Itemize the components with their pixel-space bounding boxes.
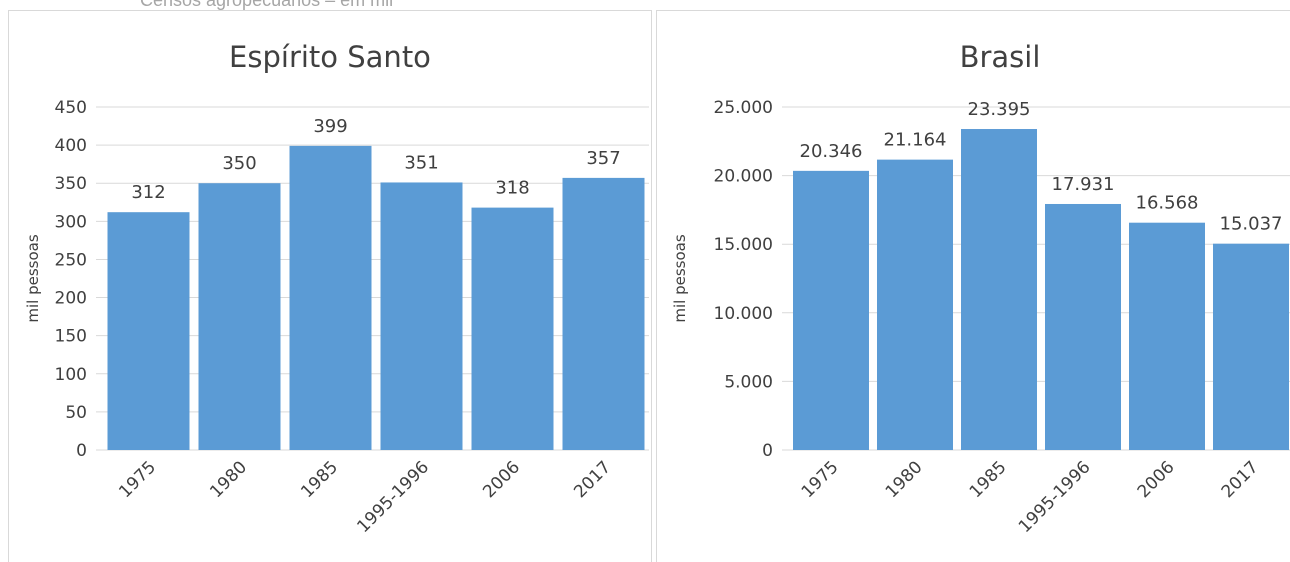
bar bbox=[107, 212, 190, 450]
bar bbox=[380, 182, 463, 450]
y-tick-label: 50 bbox=[65, 403, 87, 423]
bar bbox=[961, 129, 1037, 450]
bar bbox=[1213, 243, 1289, 450]
y-tick-label: 0 bbox=[762, 441, 773, 461]
y-tick-label: 150 bbox=[55, 327, 87, 347]
bar bbox=[877, 159, 953, 450]
data-label: 16.568 bbox=[1136, 193, 1199, 214]
data-label: 351 bbox=[404, 152, 438, 173]
y-tick-label: 300 bbox=[55, 212, 87, 232]
data-label: 20.346 bbox=[800, 141, 863, 162]
y-tick-label: 100 bbox=[55, 365, 87, 385]
bar bbox=[198, 183, 281, 450]
chart-title: Espírito Santo bbox=[229, 40, 431, 74]
y-tick-label: 350 bbox=[55, 174, 87, 194]
bar bbox=[562, 177, 645, 451]
y-tick-label: 400 bbox=[55, 136, 87, 156]
data-label: 399 bbox=[313, 116, 347, 137]
bar bbox=[793, 170, 869, 450]
data-label: 21.164 bbox=[884, 130, 947, 151]
data-label: 23.395 bbox=[968, 99, 1031, 120]
y-tick-label: 20.000 bbox=[714, 167, 773, 187]
data-label: 312 bbox=[131, 182, 165, 203]
bar bbox=[1129, 222, 1205, 450]
y-axis-label: mil pessoas bbox=[671, 234, 689, 322]
y-tick-label: 10.000 bbox=[714, 304, 773, 324]
y-tick-label: 200 bbox=[55, 289, 87, 309]
data-label: 357 bbox=[586, 148, 620, 169]
y-tick-label: 15.000 bbox=[714, 235, 773, 255]
y-tick-label: 250 bbox=[55, 250, 87, 270]
y-tick-label: 450 bbox=[55, 98, 87, 118]
chart-title: Brasil bbox=[960, 40, 1041, 74]
data-label: 350 bbox=[222, 153, 256, 174]
data-label: 17.931 bbox=[1052, 174, 1115, 195]
bar bbox=[289, 145, 372, 450]
y-tick-label: 5.000 bbox=[724, 372, 773, 392]
y-tick-label: 0 bbox=[76, 441, 87, 461]
bar bbox=[471, 207, 554, 450]
header: Censos agropecuários – em mil bbox=[140, 0, 393, 10]
data-label: 15.037 bbox=[1220, 214, 1283, 235]
bar bbox=[1045, 203, 1121, 450]
y-axis-label: mil pessoas bbox=[24, 234, 42, 322]
data-label: 318 bbox=[495, 178, 529, 199]
y-tick-label: 25.000 bbox=[714, 98, 773, 118]
